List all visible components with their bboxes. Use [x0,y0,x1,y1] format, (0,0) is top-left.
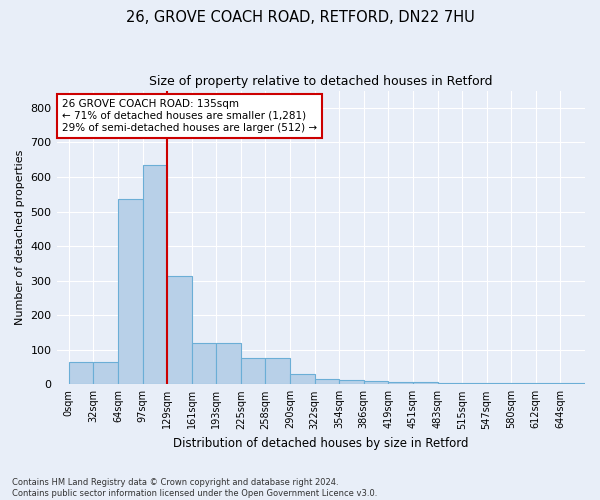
Bar [437,382,462,384]
Bar [364,381,388,384]
Bar [118,200,143,384]
Bar [314,379,339,384]
Bar [462,382,487,384]
Bar [217,343,241,384]
Bar [143,165,167,384]
Bar [94,362,118,384]
Bar [536,382,560,384]
Bar [560,382,585,384]
Bar [388,382,413,384]
Bar [265,358,290,384]
Text: 26 GROVE COACH ROAD: 135sqm
← 71% of detached houses are smaller (1,281)
29% of : 26 GROVE COACH ROAD: 135sqm ← 71% of det… [62,100,317,132]
Text: 26, GROVE COACH ROAD, RETFORD, DN22 7HU: 26, GROVE COACH ROAD, RETFORD, DN22 7HU [125,10,475,25]
Bar [241,358,265,384]
Bar [511,382,536,384]
Bar [413,382,437,384]
Bar [487,382,511,384]
Bar [167,276,192,384]
Bar [290,374,314,384]
Title: Size of property relative to detached houses in Retford: Size of property relative to detached ho… [149,75,493,88]
Bar [339,380,364,384]
Text: Contains HM Land Registry data © Crown copyright and database right 2024.
Contai: Contains HM Land Registry data © Crown c… [12,478,377,498]
X-axis label: Distribution of detached houses by size in Retford: Distribution of detached houses by size … [173,437,469,450]
Bar [69,362,94,384]
Y-axis label: Number of detached properties: Number of detached properties [15,150,25,325]
Bar [192,343,217,384]
